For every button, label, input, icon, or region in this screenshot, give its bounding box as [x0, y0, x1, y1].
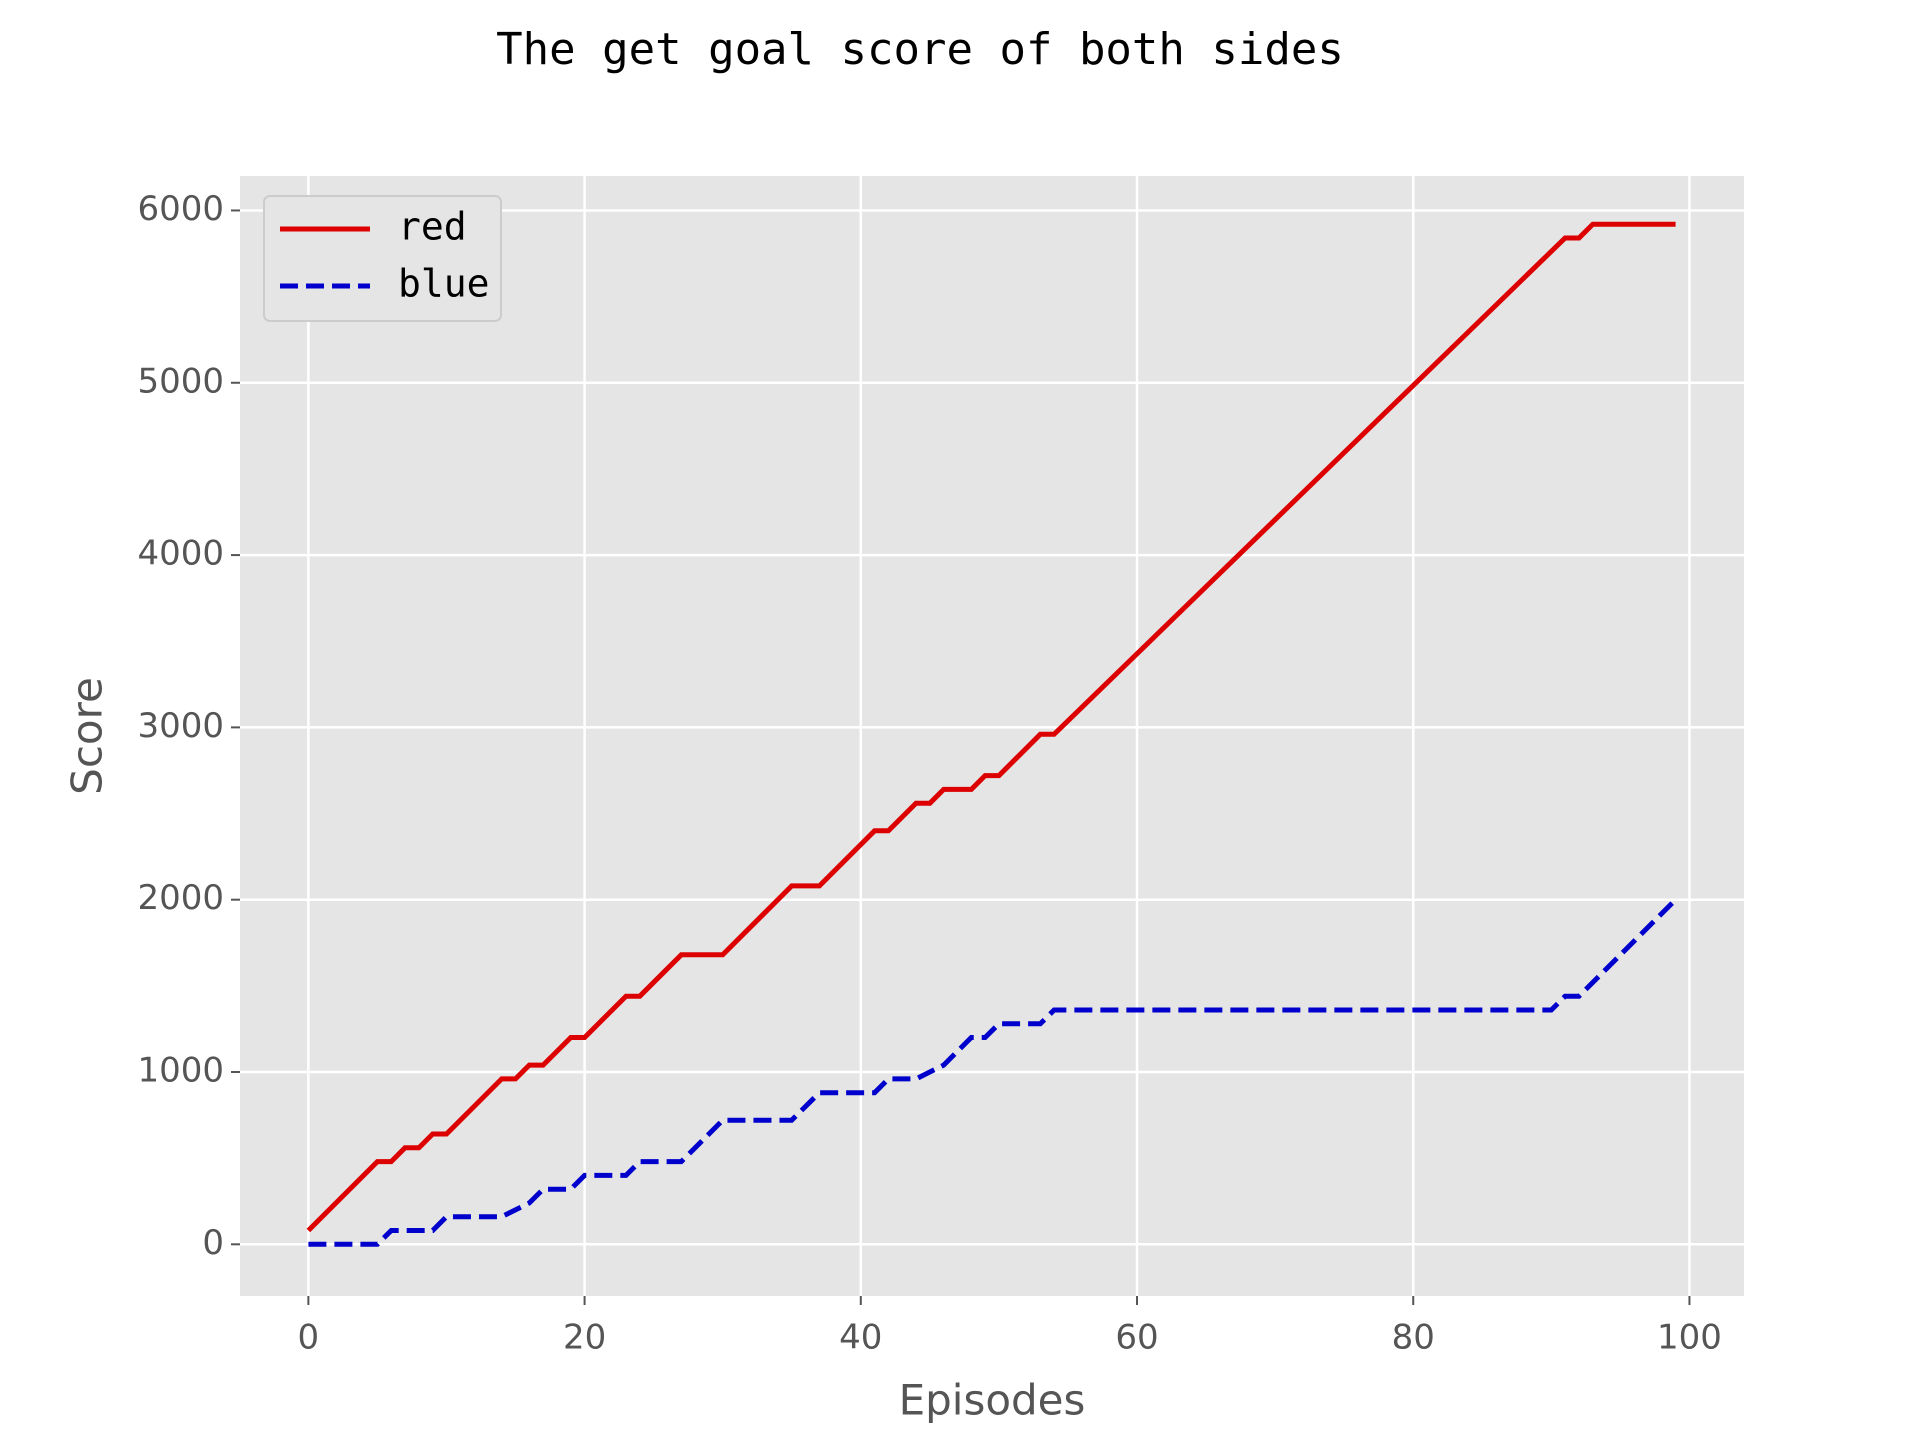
x-tick-label: 60 [1115, 1318, 1158, 1358]
y-tick-label: 5000 [137, 361, 224, 401]
series-line-red [306, 221, 1676, 1233]
x-tick-label: 80 [1392, 1318, 1435, 1358]
legend-label-blue: blue [398, 262, 490, 306]
y-tick-label: 2000 [137, 878, 224, 918]
legend: red blue [263, 195, 502, 322]
series-line-blue [308, 897, 1678, 1247]
y-axis-label: Score [63, 677, 112, 795]
x-ticks: 0 20 40 60 80 100 [298, 1296, 1722, 1358]
y-tick-label: 3000 [137, 706, 224, 746]
y-ticks: 0 1000 2000 3000 4000 5000 6000 [137, 189, 240, 1263]
x-tick-label: 20 [563, 1318, 606, 1358]
x-tick-label: 100 [1657, 1318, 1722, 1358]
y-tick-label: 0 [202, 1223, 224, 1263]
y-tick-label: 1000 [137, 1051, 224, 1091]
plot-area [240, 176, 1744, 1296]
x-tick-label: 40 [839, 1318, 882, 1358]
grid-lines [240, 176, 1744, 1296]
x-tick-label: 0 [298, 1318, 320, 1358]
chart-title: The get goal score of both sides [496, 24, 1344, 75]
y-tick-label: 4000 [137, 534, 224, 574]
y-tick-label: 6000 [137, 189, 224, 229]
x-axis-label: Episodes [899, 1376, 1086, 1425]
series-lines [306, 221, 1678, 1247]
legend-label-red: red [398, 205, 467, 249]
